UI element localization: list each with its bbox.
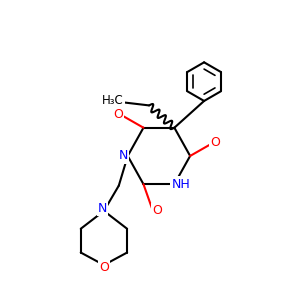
Text: O: O (113, 108, 123, 121)
Text: N: N (118, 149, 128, 162)
Text: NH: NH (172, 178, 190, 191)
Text: N: N (98, 202, 107, 215)
Text: H₃C: H₃C (102, 94, 123, 107)
Text: O: O (152, 204, 162, 218)
Text: O: O (99, 261, 109, 274)
Text: O: O (211, 136, 220, 149)
